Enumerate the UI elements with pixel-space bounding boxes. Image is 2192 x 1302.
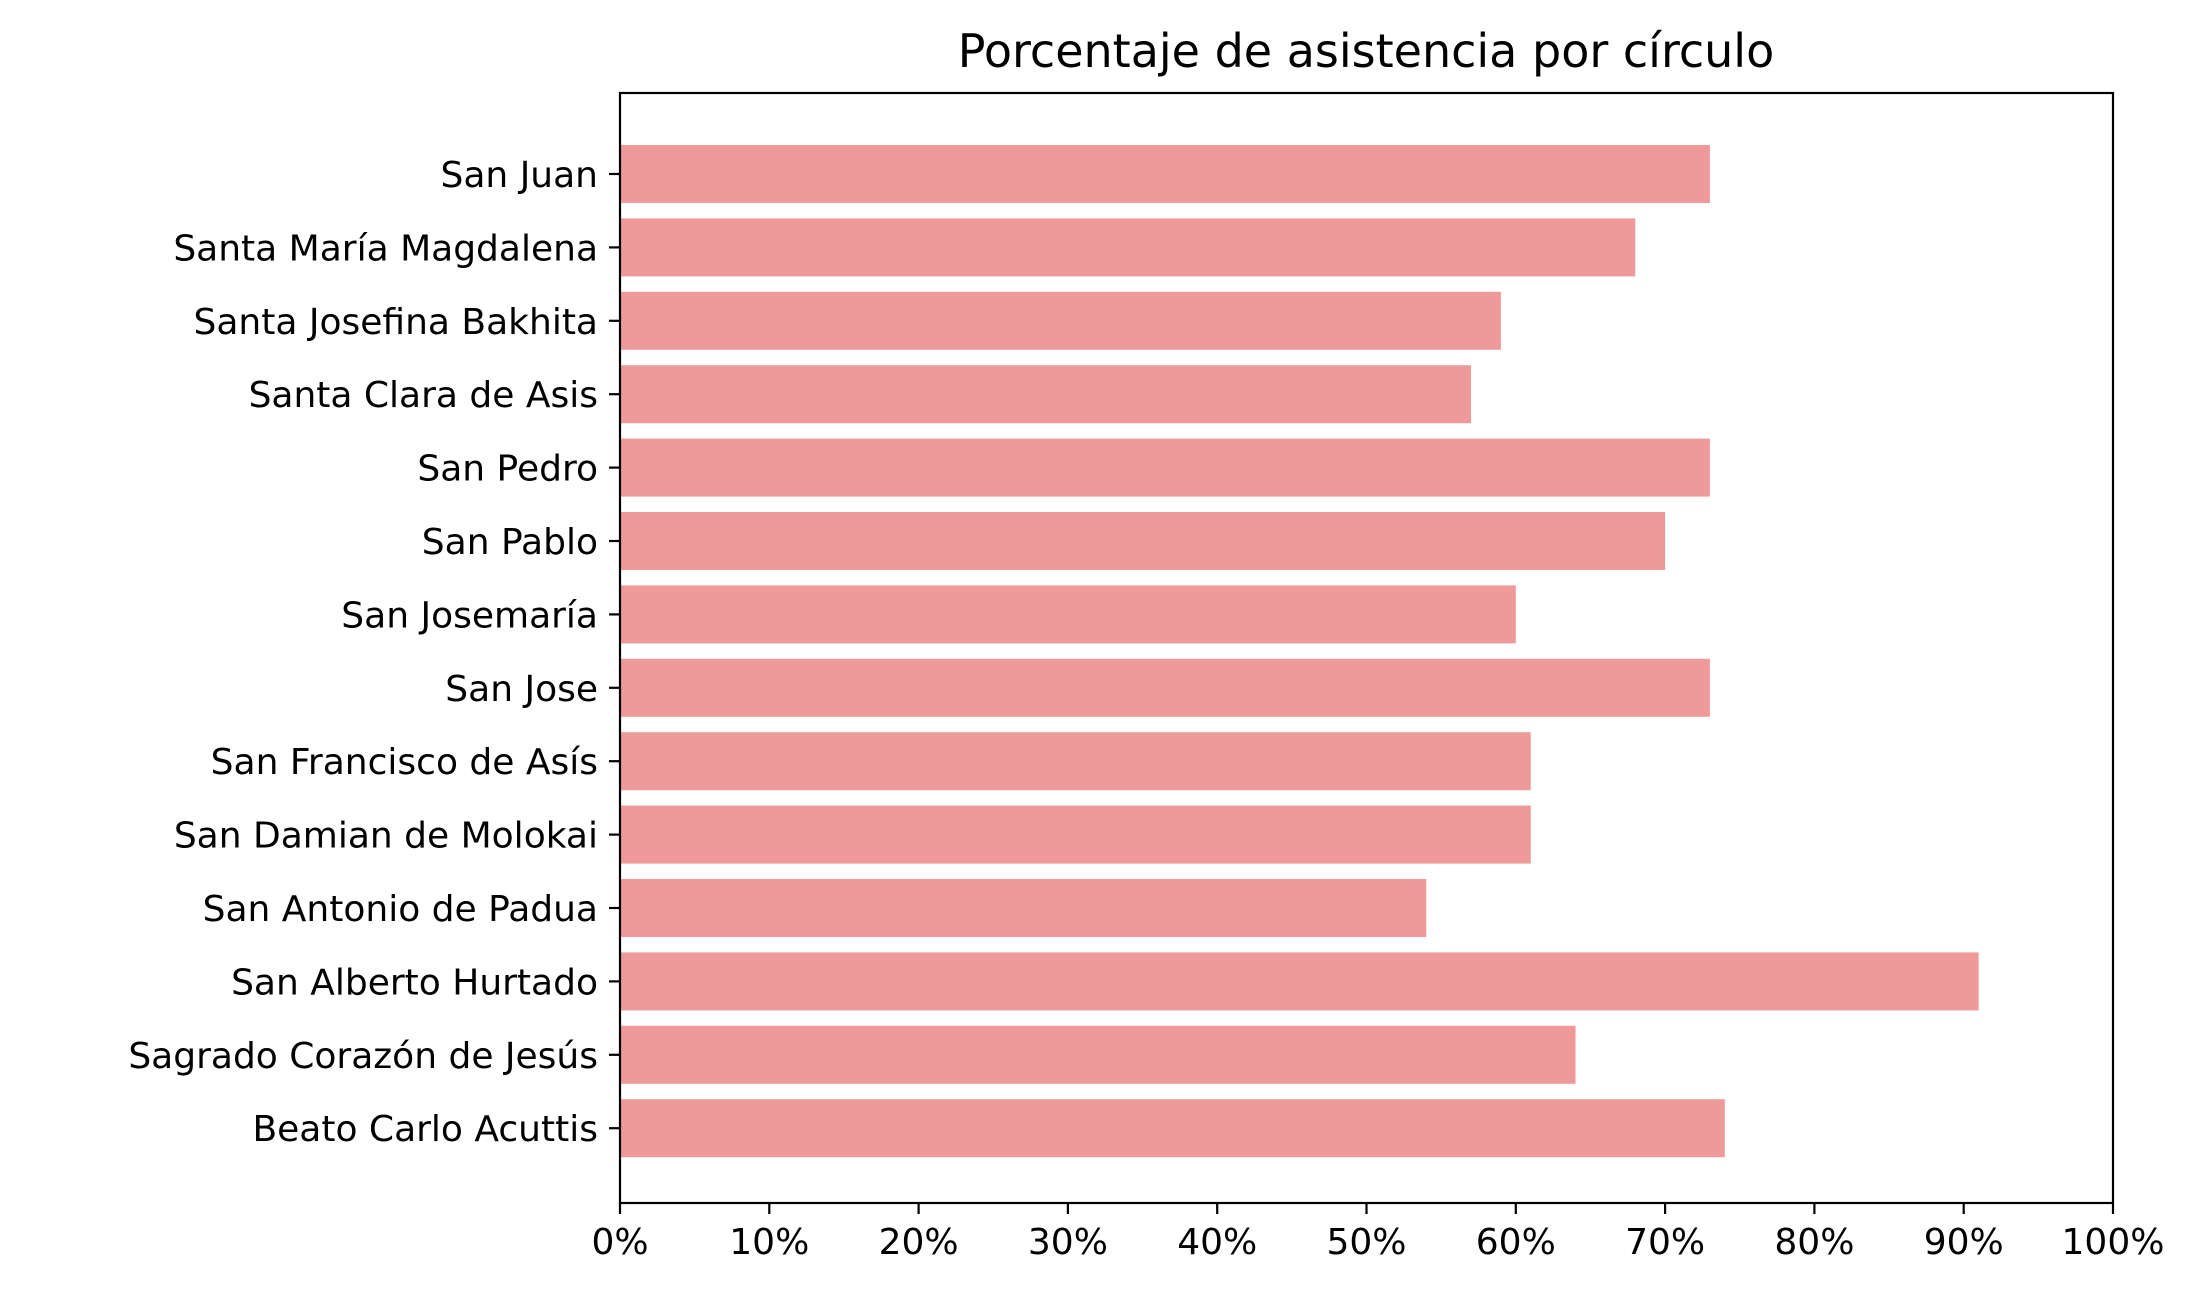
x-tick-label: 20% <box>879 1222 959 1263</box>
bar-santa-maria-magdalena <box>620 218 1636 277</box>
y-tick-label: Santa Josefina Bakhita <box>194 302 599 343</box>
y-tick-label: Beato Carlo Acuttis <box>252 1109 598 1150</box>
y-tick-label: Santa Clara de Asis <box>249 375 598 416</box>
y-tick-label: San Antonio de Padua <box>203 889 598 930</box>
bar-san-juan <box>620 145 1710 203</box>
x-tick-label: 80% <box>1774 1222 1854 1263</box>
y-tick-label: Santa María Magdalena <box>173 228 598 269</box>
chart-title: Porcentaje de asistencia por círculo <box>958 24 1774 78</box>
plot-frame <box>618 91 2115 1205</box>
x-tick-label: 100% <box>2062 1222 2165 1263</box>
y-tick-label: San Pablo <box>422 522 598 563</box>
y-tick-label: Sagrado Corazón de Jesús <box>128 1036 598 1077</box>
x-tick-label: 40% <box>1177 1222 1257 1263</box>
bar-san-jose <box>620 658 1710 717</box>
bar-san-francisco-de-asis <box>620 732 1531 791</box>
y-tick-label: San Damian de Molokai <box>174 816 598 857</box>
y-tick-label: San Alberto Hurtado <box>231 962 598 1003</box>
x-tick-label: 0% <box>591 1222 648 1263</box>
x-tick-label: 70% <box>1625 1222 1705 1263</box>
x-tick-label: 60% <box>1476 1222 1556 1263</box>
x-tick-label: 30% <box>1028 1222 1108 1263</box>
bar-san-antonio-de-padua <box>620 879 1427 937</box>
x-tick-label: 50% <box>1326 1222 1406 1263</box>
x-tick-label: 10% <box>729 1222 809 1263</box>
bar-san-damian-de-molokai <box>620 805 1531 864</box>
y-tick-label: San Josemaría <box>341 595 598 636</box>
y-tick-label: San Pedro <box>417 449 598 490</box>
y-tick-label: San Juan <box>441 155 598 196</box>
bar-san-josemaria <box>620 585 1516 644</box>
y-tick-label: San Jose <box>445 669 598 710</box>
bar-santa-clara-de-asis <box>620 365 1472 424</box>
y-tick-label: San Francisco de Asís <box>211 742 598 783</box>
bar-santa-josefina-bakhita <box>620 291 1501 350</box>
x-tick-label: 90% <box>1924 1222 2004 1263</box>
x-axis-ticks: 0% 10% 20% 30% 40% 50% 60% 70% 80% 90% 100% <box>591 1203 2164 1263</box>
bar-san-pablo <box>620 512 1666 570</box>
bar-san-pedro <box>620 438 1710 497</box>
bars-layer <box>620 145 1979 1158</box>
bar-san-alberto-hurtado <box>620 952 1979 1011</box>
bar-beato-carlo-acuttis <box>620 1099 1725 1158</box>
y-axis-ticks: San Juan Santa María Magdalena Santa Josef… <box>128 155 620 1150</box>
bar-sagrado-corazon-de-jesus <box>620 1025 1576 1084</box>
